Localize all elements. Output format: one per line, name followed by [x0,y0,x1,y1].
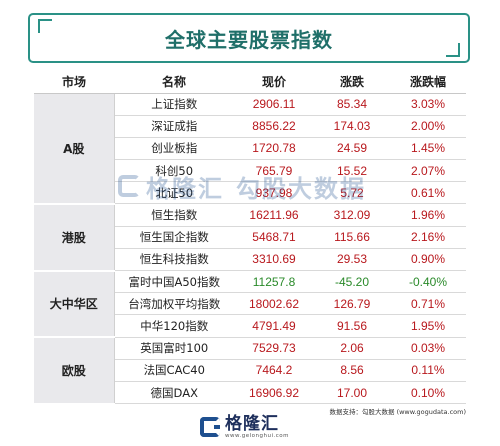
name-cell: 法国CAC40 [114,359,234,382]
price-cell: 18002.62 [234,292,314,316]
name-cell: 创业板指 [114,137,234,161]
pct-cell: 0.11% [390,359,466,382]
change-cell: 5.72 [314,181,390,205]
market-cell: 大中华区 [34,270,115,339]
price-cell: 2906.11 [234,93,314,116]
change-cell: 2.06 [314,337,390,360]
price-cell: 7529.73 [234,337,314,360]
name-cell: 富时中国A50指数 [114,270,234,294]
index-table: 市场 名称 现价 涨跌 涨跌幅 A股 上证指数 2906.11 85.34 3.03% 深… [34,71,466,405]
market-cell: 欧股 [34,337,115,405]
market-cell: A股 [34,93,115,205]
name-cell: 台湾加权平均指数 [114,292,234,316]
change-cell: 91.56 [314,314,390,338]
title-banner: 全球主要股票指数 [28,13,470,63]
pct-cell: 1.95% [390,314,466,338]
name-cell: 英国富时100 [114,337,234,360]
name-cell: 中华120指数 [114,314,234,338]
market-cell: 港股 [34,203,115,272]
brand-logo: 格隆汇 www.gelonghui.com [200,412,310,442]
header-name: 名称 [114,71,234,94]
table-row: 北证50 937.98 5.72 0.61% [34,181,466,205]
change-cell: 24.59 [314,137,390,161]
name-cell: 深证成指 [114,115,234,138]
name-cell: 恒生国企指数 [114,226,234,249]
data-source: 数据支持：勾股大数据 (www.gogudata.com) [329,408,467,416]
change-cell: 15.52 [314,159,390,183]
pct-cell: 0.03% [390,337,466,360]
change-cell: 85.34 [314,93,390,116]
price-cell: 16906.92 [234,381,314,405]
change-cell: 312.09 [314,203,390,227]
table-row: 港股 恒生指数 16211.96 312.09 1.96% [34,203,466,272]
change-cell: -45.20 [314,270,390,294]
name-cell: 科创50 [114,159,234,183]
table-row: 德国DAX 16906.92 17.00 0.10% [34,381,466,405]
price-cell: 5468.71 [234,226,314,249]
table-row: 法国CAC40 7464.2 8.56 0.11% [34,359,466,382]
header-market: 市场 [34,71,114,94]
table-row: 深证成指 8856.22 174.03 2.00% [34,115,466,138]
logo-name: 格隆汇 [225,414,279,434]
pct-cell: 0.90% [390,248,466,272]
table-row: 欧股 英国富时100 7529.73 2.06 0.03% [34,337,466,405]
price-cell: 11257.8 [234,270,314,294]
header-change: 涨跌 [314,71,390,94]
name-cell: 恒生科技指数 [114,248,234,272]
price-cell: 7464.2 [234,359,314,382]
table-row: 科创50 765.79 15.52 2.07% [34,159,466,183]
table-row: 中华120指数 4791.49 91.56 1.95% [34,314,466,338]
pct-cell: 3.03% [390,93,466,116]
table-row: A股 上证指数 2906.11 85.34 3.03% [34,93,466,205]
header-price: 现价 [234,71,314,94]
logo-url: www.gelonghui.com [225,433,289,439]
page-title: 全球主要股票指数 [165,27,333,52]
pct-cell: 0.61% [390,181,466,205]
name-cell: 上证指数 [114,93,234,116]
table-header-row: 市场 名称 现价 涨跌 涨跌幅 [34,71,466,94]
change-cell: 115.66 [314,226,390,249]
header-pct: 涨跌幅 [390,71,466,94]
price-cell: 1720.78 [234,137,314,161]
name-cell: 德国DAX [114,381,234,405]
change-cell: 8.56 [314,359,390,382]
pct-cell: 0.71% [390,292,466,316]
pct-cell: 2.00% [390,115,466,138]
name-cell: 恒生指数 [114,203,234,227]
pct-cell: -0.40% [390,270,466,294]
table-row: 创业板指 1720.78 24.59 1.45% [34,137,466,161]
price-cell: 16211.96 [234,203,314,227]
change-cell: 126.79 [314,292,390,316]
pct-cell: 2.16% [390,226,466,249]
pct-cell: 1.45% [390,137,466,161]
change-cell: 174.03 [314,115,390,138]
table-row: 台湾加权平均指数 18002.62 126.79 0.71% [34,292,466,316]
table-row: 大中华区 富时中国A50指数 11257.8 -45.20 -0.40% [34,270,466,339]
pct-cell: 1.96% [390,203,466,227]
pct-cell: 0.10% [390,381,466,405]
table-row: 恒生国企指数 5468.71 115.66 2.16% [34,226,466,249]
price-cell: 3310.69 [234,248,314,272]
change-cell: 29.53 [314,248,390,272]
price-cell: 937.98 [234,181,314,205]
change-cell: 17.00 [314,381,390,405]
name-cell: 北证50 [114,181,234,205]
price-cell: 4791.49 [234,314,314,338]
logo-icon [200,417,220,437]
table-body: A股 上证指数 2906.11 85.34 3.03% 深证成指 8856.22 174.03… [34,93,466,405]
price-cell: 8856.22 [234,115,314,138]
table-row: 恒生科技指数 3310.69 29.53 0.90% [34,248,466,272]
pct-cell: 2.07% [390,159,466,183]
price-cell: 765.79 [234,159,314,183]
